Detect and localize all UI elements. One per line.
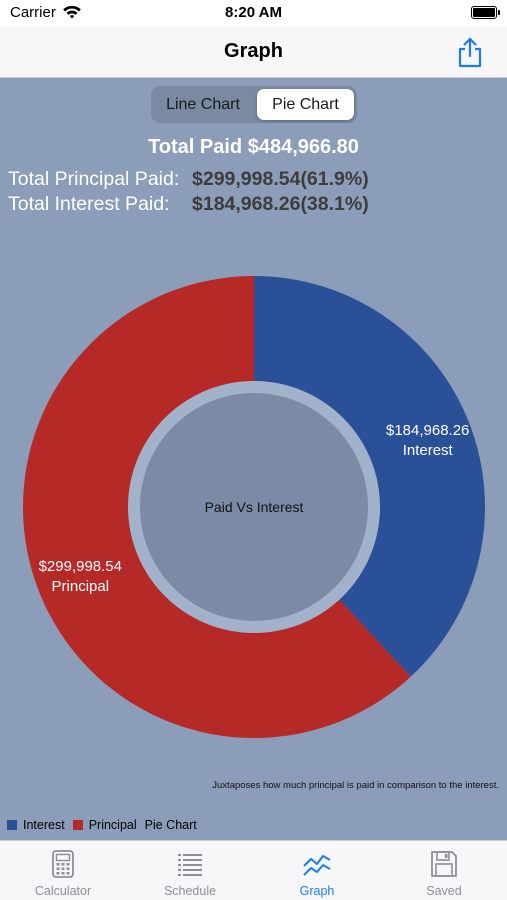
status-time: 8:20 AM: [225, 4, 282, 21]
battery-icon: [471, 6, 500, 19]
save-icon: [431, 851, 457, 877]
chart-description: Juxtaposes how much principal is paid in…: [212, 780, 499, 791]
donut-center: [140, 393, 368, 621]
principal-paid-value: $299,998.54(61.9%): [192, 168, 369, 190]
pie-chart-segment[interactable]: Pie Chart: [257, 89, 354, 120]
share-icon[interactable]: [455, 36, 485, 68]
slice-name-label-principal: Principal: [52, 578, 110, 595]
page-title: Graph: [224, 40, 283, 62]
tab-bar: Calculator Schedule Graph Saved: [0, 840, 507, 900]
legend-chart-label: Pie Chart: [144, 818, 197, 832]
interest-paid-label: Total Interest Paid:: [8, 193, 170, 215]
tab-calculator[interactable]: Calculator: [0, 841, 126, 900]
legend-swatch-interest: [7, 820, 17, 830]
legend-label-principal: Principal: [88, 818, 137, 832]
slice-name-label-interest: Interest: [403, 442, 454, 459]
tab-saved[interactable]: Saved: [381, 841, 507, 900]
tab-label-calculator: Calculator: [34, 884, 92, 898]
wifi-icon: [63, 5, 81, 19]
interest-paid-value: $184,968.26(38.1%): [192, 193, 369, 215]
list-icon: [178, 854, 202, 876]
navigation-bar: Graph: [0, 26, 507, 78]
status-bar: Carrier 8:20 AM: [0, 0, 507, 26]
tab-label-graph: Graph: [299, 884, 335, 898]
chart-legend: Interest Principal Pie Chart: [7, 818, 197, 832]
line-chart-segment[interactable]: Line Chart: [166, 96, 240, 113]
carrier-label: Carrier: [10, 4, 56, 21]
tab-graph[interactable]: Graph: [254, 841, 380, 900]
principal-paid-label: Total Principal Paid:: [8, 168, 180, 190]
tab-label-schedule: Schedule: [163, 884, 217, 898]
pie-slice-principal[interactable]: [23, 276, 411, 738]
pie-chart[interactable]: $184,968.26 Interest $299,998.54 Principal P…: [0, 262, 507, 752]
tab-label-saved: Saved: [426, 884, 462, 898]
slice-value-label-principal: $299,998.54: [39, 558, 122, 575]
calculator-icon: [52, 850, 74, 878]
principal-paid-row: Total Principal Paid: $299,998.54(61.9%): [8, 168, 369, 191]
legend-swatch-principal: [72, 820, 83, 830]
legend-label-interest: Interest: [23, 818, 65, 832]
legend-item-principal: Principal: [72, 818, 137, 832]
total-paid: Total Paid $484,966.80: [148, 136, 359, 158]
legend-item-interest: Interest: [7, 818, 65, 832]
donut-center-label: Paid Vs Interest: [205, 499, 304, 515]
interest-paid-row: Total Interest Paid: $184,968.26(38.1%): [8, 193, 369, 216]
chart-line-icon: [303, 855, 331, 876]
chart-type-segmented-control: Line Chart Pie Chart: [151, 86, 357, 123]
tab-schedule[interactable]: Schedule: [127, 841, 253, 900]
pie-slice-interest[interactable]: [254, 276, 486, 677]
slice-value-label-interest: $184,968.26: [386, 422, 469, 439]
